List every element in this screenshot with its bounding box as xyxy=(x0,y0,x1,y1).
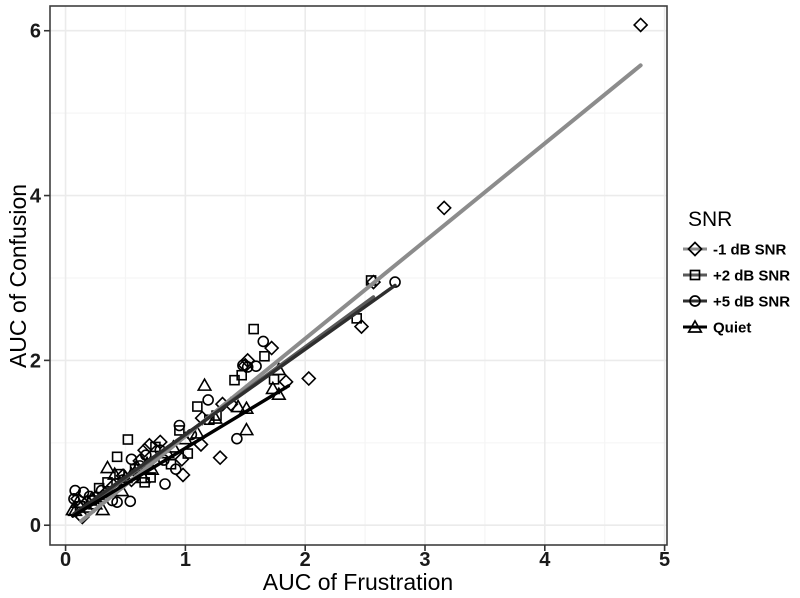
data-point-circle xyxy=(159,478,171,490)
data-point-diamond xyxy=(301,370,317,387)
data-point-circle xyxy=(241,361,254,373)
data-point-triangle xyxy=(189,425,206,439)
fit-line--1-db-snr xyxy=(79,63,643,524)
data-point-circle xyxy=(231,432,243,445)
legend-marker-diamond-icon xyxy=(687,241,703,257)
data-point-square xyxy=(102,477,113,488)
data-point-circle xyxy=(69,484,81,497)
data-point-diamond xyxy=(436,200,452,216)
x-axis-title: AUC of Frustration xyxy=(263,569,453,595)
data-point-diamond xyxy=(174,451,190,467)
data-point-triangle xyxy=(69,494,86,508)
data-point-circle xyxy=(173,419,186,432)
y-axis-title: AUC of Confusion xyxy=(5,184,31,368)
data-point-circle xyxy=(257,335,270,348)
legend-item-label: +2 dB SNR xyxy=(713,268,790,285)
data-point-square xyxy=(192,401,203,412)
data-point-square xyxy=(122,434,134,445)
minor-gridlines xyxy=(50,6,667,545)
y-tick-label: 4 xyxy=(30,186,42,208)
legend-item-label: -1 dB SNR xyxy=(713,242,787,259)
axis-ticks xyxy=(44,29,666,551)
legend-item: Quiet xyxy=(683,319,751,337)
legend-item-label: +5 dB SNR xyxy=(713,294,790,311)
plot-panel-border xyxy=(49,5,668,546)
data-point-circle xyxy=(202,394,214,406)
y-tick-label: 0 xyxy=(30,515,41,537)
regression-lines-layer xyxy=(71,63,643,524)
axis-tick-labels: 0 1 2 3 4 5 0 2 4 6 xyxy=(30,21,670,571)
data-point-square xyxy=(259,350,270,362)
legend-item: +2 dB SNR xyxy=(683,268,790,285)
data-point-square xyxy=(174,425,185,436)
data-point-diamond xyxy=(353,318,370,335)
data-point-diamond xyxy=(137,442,153,458)
fit-line-quiet xyxy=(71,384,291,518)
data-point-diamond xyxy=(212,450,228,466)
data-point-triangle xyxy=(99,459,116,474)
data-point-circle xyxy=(124,495,137,508)
data-point-triangle xyxy=(95,501,111,516)
fit-line--5-db-snr xyxy=(72,283,397,516)
x-tick-label: 1 xyxy=(180,549,191,571)
data-point-triangle xyxy=(196,377,213,391)
y-tick-label: 6 xyxy=(30,21,41,43)
x-tick-label: 3 xyxy=(419,549,430,571)
data-point-circle xyxy=(250,360,262,372)
data-point-circle xyxy=(237,359,249,372)
legend-marker-triangle-icon xyxy=(687,319,703,333)
legend-item-label: Quiet xyxy=(713,320,751,337)
x-tick-label: 4 xyxy=(539,549,551,571)
x-tick-label: 5 xyxy=(659,549,670,571)
legend-marker-circle-icon xyxy=(689,295,701,307)
data-point-diamond xyxy=(264,340,280,356)
data-point-diamond xyxy=(633,17,649,33)
plot-panel-background xyxy=(50,6,667,545)
data-point-circle xyxy=(125,453,138,466)
x-tick-label: 0 xyxy=(60,549,71,571)
legend: -1 dB SNR +2 dB SNR +5 dB SNR Quiet xyxy=(683,241,790,337)
data-point-circle xyxy=(111,496,123,508)
legend-title: SNR xyxy=(688,208,732,231)
data-point-square xyxy=(182,448,194,459)
legend-marker-square-icon xyxy=(689,269,701,281)
data-point-triangle xyxy=(230,398,246,413)
data-point-triangle xyxy=(207,410,224,424)
y-tick-label: 2 xyxy=(30,350,41,372)
x-tick-label: 2 xyxy=(300,549,311,571)
legend-item: -1 dB SNR xyxy=(683,241,787,259)
data-point-triangle xyxy=(238,422,255,436)
major-gridlines xyxy=(50,6,667,545)
data-point-square xyxy=(111,451,123,463)
data-point-square xyxy=(248,323,259,335)
legend-item: +5 dB SNR xyxy=(683,294,790,311)
data-point-triangle xyxy=(107,466,123,480)
data-point-circle xyxy=(169,463,182,475)
